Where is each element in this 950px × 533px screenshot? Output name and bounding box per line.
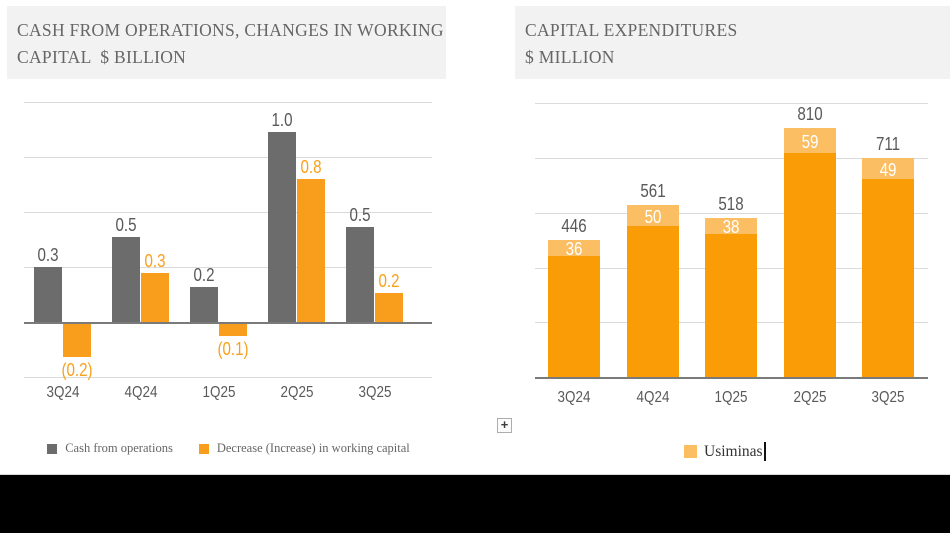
bar-cash-4Q24 [112, 237, 140, 322]
total-label-3Q25: 711 [875, 134, 901, 154]
bar-cash-3Q24 [34, 267, 62, 322]
gridline [535, 103, 928, 104]
category-label-2Q25: 2Q25 [793, 389, 827, 406]
legend-swatch-gray [47, 443, 58, 454]
content-bottom-divider [0, 474, 950, 475]
value-label-wcap-4Q24: 0.3 [144, 251, 166, 271]
x-axis-line [24, 322, 432, 324]
segment-label-2Q25: 59 [801, 132, 819, 152]
total-label-4Q24: 561 [640, 181, 666, 201]
bar-wcap-1Q25 [219, 324, 247, 336]
value-label-cash-3Q25: 0.5 [349, 205, 371, 225]
bar-main-3Q25 [862, 179, 914, 377]
value-label-cash-2Q25: 1.0 [271, 110, 293, 130]
left-chart-title: CASH FROM OPERATIONS, CHANGES IN WORKING… [7, 6, 446, 79]
bar-main-1Q25 [705, 234, 757, 377]
bar-cash-2Q25 [268, 132, 296, 322]
legend-swatch-light-orange [684, 445, 697, 458]
bar-wcap-2Q25 [297, 179, 325, 322]
bar-segment-usiminas-2Q25 [784, 128, 836, 153]
legend-swatch-orange [198, 443, 209, 454]
bar-main-2Q25 [784, 153, 836, 377]
category-label-1Q25: 1Q25 [202, 384, 235, 401]
segment-label-4Q24: 50 [644, 207, 662, 227]
gridline [535, 322, 928, 323]
bar-cash-3Q25 [346, 227, 374, 322]
gridline [24, 157, 432, 158]
value-label-cash-4Q24: 0.5 [115, 215, 137, 235]
right-chart-legend[interactable]: Usiminas [684, 442, 766, 461]
gridline [535, 268, 928, 269]
gridline [24, 267, 432, 268]
bar-main-4Q24 [627, 226, 679, 377]
bar-segment-usiminas-1Q25 [705, 218, 757, 234]
x-axis-line [535, 377, 928, 379]
category-label-3Q24: 3Q24 [557, 389, 591, 406]
category-label-2Q25: 2Q25 [280, 384, 313, 401]
left-chart-legend: Cash from operations Decrease (Increase)… [25, 441, 432, 456]
segment-label-3Q25: 49 [879, 160, 897, 180]
gridline [535, 213, 928, 214]
right-chart-title-line2: $ MILLION [525, 47, 615, 67]
table-move-handle[interactable]: + [497, 418, 512, 433]
bar-cash-1Q25 [190, 287, 218, 322]
segment-label-1Q25: 38 [722, 217, 740, 237]
legend-item-cash-from-operations: Cash from operations [47, 441, 173, 456]
value-label-wcap-2Q25: 0.8 [300, 157, 322, 177]
value-label-wcap-1Q25: (0.1) [217, 339, 249, 359]
text-cursor-caret [763, 442, 766, 461]
value-label-cash-3Q24: 0.3 [37, 245, 59, 265]
gridline [24, 102, 432, 103]
right-chart-title: CAPITAL EXPENDITURES $ MILLION [515, 6, 950, 79]
total-label-1Q25: 518 [718, 194, 744, 214]
bar-segment-usiminas-3Q24 [548, 240, 600, 256]
bar-wcap-3Q24 [63, 324, 91, 357]
bar-segment-usiminas-3Q25 [862, 158, 914, 179]
legend-label-cash-from-operations: Cash from operations [65, 441, 173, 455]
bar-wcap-4Q24 [141, 273, 169, 322]
left-chart-title-line2: CAPITAL $ BILLION [17, 47, 187, 67]
total-label-3Q24: 446 [561, 216, 587, 236]
plus-icon: + [500, 417, 509, 432]
total-label-2Q25: 810 [797, 104, 823, 124]
gridline [24, 377, 432, 378]
category-label-4Q24: 4Q24 [636, 389, 670, 406]
gridline [535, 158, 928, 159]
segment-label-3Q24: 36 [565, 239, 583, 259]
category-label-3Q25: 3Q25 [358, 384, 391, 401]
value-label-wcap-3Q25: 0.2 [378, 271, 400, 291]
category-label-4Q24: 4Q24 [124, 384, 157, 401]
legend-label-working-capital: Decrease (Increase) in working capital [216, 441, 410, 455]
legend-item-working-capital: Decrease (Increase) in working capital [198, 441, 410, 456]
right-chart-title-line1: CAPITAL EXPENDITURES [525, 20, 738, 40]
category-label-3Q25: 3Q25 [871, 389, 905, 406]
value-label-wcap-3Q24: (0.2) [61, 360, 93, 380]
left-chart-title-line1: CASH FROM OPERATIONS, CHANGES IN WORKING [17, 20, 444, 40]
category-label-1Q25: 1Q25 [714, 389, 748, 406]
category-label-3Q24: 3Q24 [46, 384, 79, 401]
legend-label-usiminas[interactable]: Usiminas [704, 442, 763, 460]
bar-segment-usiminas-4Q24 [627, 205, 679, 226]
bar-wcap-3Q25 [375, 293, 403, 322]
gridline [24, 212, 432, 213]
bottom-black-bar [0, 475, 950, 533]
bar-main-3Q24 [548, 256, 600, 377]
value-label-cash-1Q25: 0.2 [193, 265, 215, 285]
